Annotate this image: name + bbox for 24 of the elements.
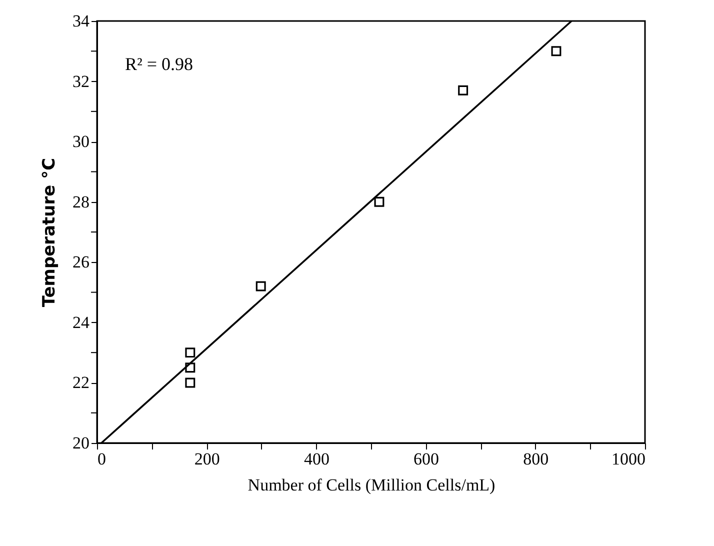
x-tick-label: 800 xyxy=(523,450,549,468)
x-tick-label: 600 xyxy=(414,450,440,468)
y-tick-label: 24 xyxy=(72,312,90,332)
point xyxy=(185,362,196,373)
x-tick-label: 0 xyxy=(98,450,106,468)
x-axis-title: Number of Cells (Million Cells/mL) xyxy=(248,476,496,494)
y-tick-label: 20 xyxy=(72,434,90,452)
y-tick-label: 22 xyxy=(72,373,90,392)
y-tick-label: 28 xyxy=(72,192,90,212)
y-axis-title: Temperature °C xyxy=(40,158,60,308)
point xyxy=(256,281,266,292)
point xyxy=(458,85,468,96)
y-tick-label: 32 xyxy=(72,72,90,91)
x-tick-label: 1000 xyxy=(612,450,646,468)
x-tick-label: 400 xyxy=(304,450,330,468)
point xyxy=(185,348,196,358)
y-tick-label: 34 xyxy=(72,12,90,30)
y-tick-label: 26 xyxy=(72,252,90,272)
annotation: R² = 0.98 xyxy=(125,54,194,74)
y-tick-label: 30 xyxy=(72,132,90,152)
x-tick-label: 200 xyxy=(194,450,220,468)
point xyxy=(185,378,196,388)
point xyxy=(551,46,562,56)
point xyxy=(374,196,384,207)
